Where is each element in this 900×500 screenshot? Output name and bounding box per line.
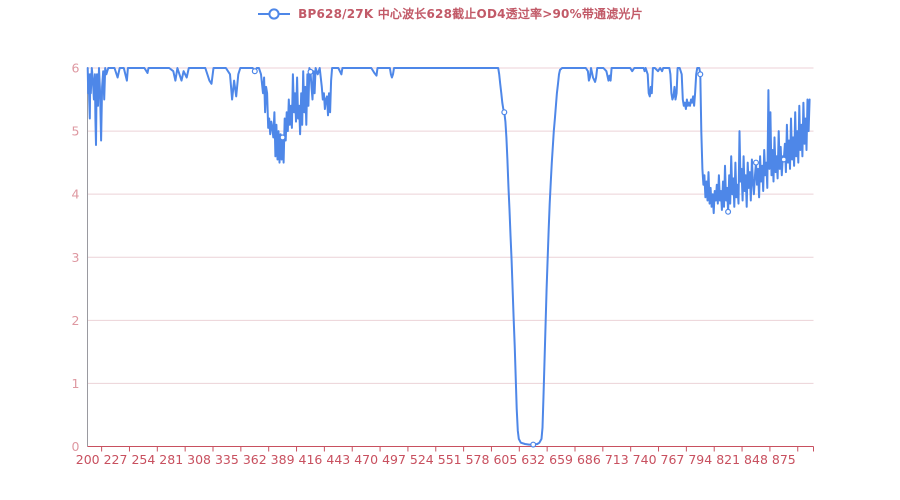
x-axis-label: 200 bbox=[76, 452, 100, 467]
x-axis-label: 254 bbox=[131, 452, 155, 467]
y-axis-label: 5 bbox=[72, 124, 80, 139]
x-axis-label: 578 bbox=[466, 452, 490, 467]
y-axis-label: 1 bbox=[72, 376, 80, 391]
x-axis-label: 497 bbox=[382, 452, 406, 467]
y-axis-label: 0 bbox=[72, 439, 80, 454]
x-axis-label: 821 bbox=[716, 452, 740, 467]
legend-label: BP628/27K 中心波长628截止OD4透过率>90%带通滤光片 bbox=[298, 7, 643, 21]
x-axis-label: 767 bbox=[661, 452, 685, 467]
legend[interactable]: BP628/27K 中心波长628截止OD4透过率>90%带通滤光片 bbox=[0, 5, 900, 22]
x-axis-label: 605 bbox=[493, 452, 517, 467]
x-axis-label: 416 bbox=[299, 452, 323, 467]
x-axis-label: 389 bbox=[271, 452, 295, 467]
data-point-marker bbox=[251, 68, 258, 75]
data-point-marker bbox=[279, 134, 286, 141]
x-axis-label: 281 bbox=[159, 452, 183, 467]
x-axis-label: 335 bbox=[215, 452, 239, 467]
data-point-marker bbox=[697, 71, 704, 78]
x-axis-label: 875 bbox=[772, 452, 796, 467]
x-axis-label: 713 bbox=[605, 452, 629, 467]
data-point-marker bbox=[530, 441, 537, 448]
x-axis-label: 443 bbox=[326, 452, 350, 467]
x-axis-label: 524 bbox=[410, 452, 434, 467]
data-point-marker bbox=[307, 68, 314, 75]
x-axis-label: 551 bbox=[438, 452, 462, 467]
series-line bbox=[86, 67, 811, 446]
y-axis-label: 4 bbox=[72, 187, 80, 202]
x-axis-label: 848 bbox=[744, 452, 768, 467]
y-axis-label: 6 bbox=[72, 61, 80, 76]
x-axis-label: 794 bbox=[688, 452, 712, 467]
x-axis-label: 470 bbox=[354, 452, 378, 467]
legend-line-dot-icon bbox=[258, 7, 291, 20]
x-axis-label: 227 bbox=[104, 452, 128, 467]
data-point-marker bbox=[501, 109, 508, 116]
x-axis-label: 308 bbox=[187, 452, 211, 467]
x-axis-label: 740 bbox=[633, 452, 657, 467]
x-axis-label: 659 bbox=[549, 452, 573, 467]
y-axis-label: 3 bbox=[72, 250, 80, 265]
x-axis-label: 362 bbox=[243, 452, 267, 467]
data-point-marker bbox=[752, 159, 759, 166]
legend-dot bbox=[268, 7, 280, 20]
y-axis-label: 2 bbox=[72, 313, 80, 328]
x-axis-label: 632 bbox=[521, 452, 545, 467]
data-point-marker bbox=[780, 156, 787, 163]
data-point-marker bbox=[725, 208, 732, 215]
x-axis-label: 686 bbox=[577, 452, 601, 467]
